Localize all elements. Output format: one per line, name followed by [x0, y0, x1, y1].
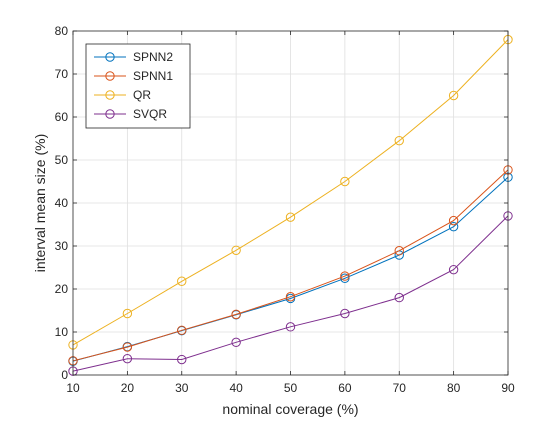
data-point-svqr	[340, 308, 350, 319]
legend-marker-qr	[105, 90, 115, 100]
data-point-svqr	[122, 353, 133, 364]
data-point-svqr	[177, 354, 187, 365]
data-point-spnn2	[340, 273, 350, 283]
data-point-qr	[340, 176, 350, 187]
legend-marker-spnn1	[105, 71, 115, 81]
data-point-spnn1	[394, 246, 404, 256]
y-tick-label: 0	[61, 368, 68, 382]
legend-label-qr: QR	[133, 88, 151, 102]
data-point-qr	[285, 212, 296, 222]
y-axis-label: interval mean size (%)	[32, 134, 48, 273]
legend: SPNN2 SPNN1 QR SVQR	[85, 43, 191, 129]
x-tick-label: 50	[284, 381, 298, 395]
data-point-qr	[177, 276, 187, 286]
y-tick-label: 60	[55, 110, 69, 124]
series-line-spnn1	[72, 169, 509, 362]
data-point-qr	[122, 308, 133, 319]
legend-marker-spnn2	[105, 52, 115, 62]
legend-label-svqr: SVQR	[133, 107, 167, 121]
y-tick-label: 30	[55, 239, 69, 253]
x-tick-label: 20	[121, 381, 135, 395]
legend-label-spnn1: SPNN1	[133, 69, 173, 83]
x-axis-label: nominal coverage (%)	[222, 401, 358, 417]
x-tick-label: 80	[447, 381, 461, 395]
data-point-svqr	[285, 322, 296, 332]
y-tick-label: 20	[55, 282, 69, 296]
x-tick-label: 90	[501, 381, 515, 395]
data-point-svqr	[394, 292, 404, 303]
legend-marker-svqr	[105, 109, 115, 119]
data-point-spnn1	[122, 342, 133, 352]
y-tick-label: 10	[55, 325, 69, 339]
data-point-qr	[394, 135, 404, 146]
legend-label-spnn2: SPNN2	[133, 50, 173, 64]
data-point-spnn1	[448, 215, 459, 226]
x-tick-label: 10	[66, 381, 80, 395]
series-layer	[68, 34, 513, 376]
series-line-svqr	[72, 215, 509, 372]
data-point-spnn1	[340, 271, 350, 281]
data-point-spnn1	[231, 309, 241, 320]
x-tick-label: 30	[175, 381, 189, 395]
y-tick-label: 80	[55, 24, 69, 38]
data-point-spnn1	[285, 292, 296, 302]
y-tick-label: 40	[55, 196, 69, 210]
data-point-svqr	[448, 264, 459, 275]
data-point-spnn1	[177, 325, 187, 335]
y-tick-label: 50	[55, 153, 69, 167]
series-line-qr	[72, 39, 509, 346]
data-point-qr	[231, 245, 241, 256]
x-tick-label: 40	[229, 381, 243, 395]
data-point-spnn2	[448, 221, 459, 232]
y-tick-label: 70	[55, 67, 69, 81]
data-point-qr	[448, 90, 459, 101]
x-tick-label: 70	[393, 381, 407, 395]
x-tick-label: 60	[338, 381, 352, 395]
data-point-svqr	[231, 337, 241, 348]
